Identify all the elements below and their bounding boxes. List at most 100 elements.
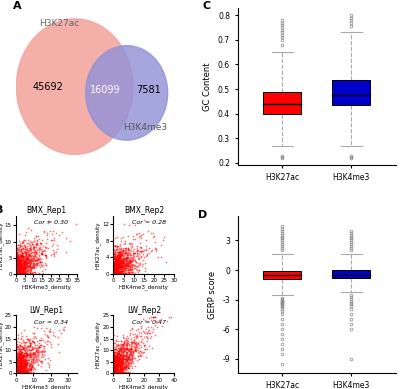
Point — [124, 254, 130, 261]
Point — [19, 356, 26, 362]
Point — [113, 370, 120, 377]
Point — [14, 265, 20, 271]
Point — [120, 245, 126, 251]
Point — [114, 361, 120, 367]
Point — [20, 363, 26, 369]
Point — [125, 261, 132, 267]
Point — [111, 271, 117, 277]
Point — [17, 370, 23, 377]
Point — [122, 249, 128, 256]
Point — [117, 343, 124, 350]
Point — [114, 368, 120, 375]
Point — [112, 266, 118, 272]
Point — [112, 271, 119, 277]
Point — [125, 365, 131, 371]
Point — [17, 370, 24, 377]
Point — [15, 271, 22, 277]
Point — [111, 251, 118, 257]
Point — [123, 340, 130, 346]
Point — [25, 338, 31, 344]
Point — [18, 370, 24, 377]
Point — [31, 263, 37, 270]
Point — [112, 356, 118, 363]
Point — [118, 270, 124, 277]
Point — [114, 252, 120, 259]
Point — [20, 269, 26, 275]
Point — [30, 246, 36, 252]
Point — [22, 354, 28, 360]
Point — [13, 370, 20, 377]
Point — [20, 345, 27, 352]
Point — [114, 363, 121, 370]
Point — [111, 253, 117, 259]
Point — [16, 367, 22, 373]
Point — [18, 252, 25, 258]
Point — [16, 368, 23, 374]
Point — [150, 314, 156, 320]
Point — [153, 246, 159, 252]
Point — [43, 262, 50, 268]
Point — [19, 364, 26, 371]
Point — [112, 370, 118, 377]
Point — [20, 268, 26, 275]
Point — [112, 370, 118, 377]
Point — [149, 329, 156, 335]
Point — [118, 270, 124, 276]
Point — [41, 252, 48, 258]
Point — [20, 367, 26, 373]
Point — [16, 370, 22, 377]
Point — [115, 261, 122, 268]
Point — [118, 361, 124, 367]
Point — [19, 356, 25, 362]
Point — [116, 254, 123, 261]
Point — [114, 258, 120, 264]
Point — [16, 353, 22, 359]
Point — [116, 349, 122, 356]
Point — [14, 370, 21, 376]
Point — [111, 261, 117, 268]
Point — [17, 354, 23, 360]
Point — [20, 355, 26, 361]
Point — [119, 345, 125, 351]
Point — [123, 359, 129, 366]
Point — [18, 266, 25, 273]
Point — [13, 268, 19, 274]
Point — [118, 356, 125, 362]
Point — [111, 258, 117, 264]
Point — [110, 252, 117, 259]
Point — [18, 254, 24, 261]
Point — [130, 352, 136, 359]
Point — [124, 346, 130, 352]
Point — [14, 370, 21, 377]
Point — [17, 262, 24, 268]
Point — [20, 361, 27, 367]
Point — [26, 251, 32, 258]
Point — [19, 271, 26, 277]
Point — [118, 364, 125, 371]
Point — [117, 351, 124, 357]
Point — [60, 324, 67, 331]
Point — [29, 255, 36, 261]
Point — [17, 271, 23, 277]
Point — [22, 364, 28, 371]
Point — [114, 271, 120, 277]
Point — [15, 260, 22, 266]
Point — [42, 244, 48, 250]
Point — [120, 271, 126, 277]
Point — [129, 326, 136, 332]
Point — [14, 267, 20, 273]
Point — [30, 350, 36, 356]
Point — [117, 260, 124, 266]
Point — [116, 252, 122, 258]
Point — [22, 271, 28, 277]
Point — [115, 252, 122, 258]
Point — [116, 271, 122, 277]
Point — [112, 263, 118, 269]
Point — [15, 255, 22, 261]
Point — [21, 271, 27, 277]
Point — [111, 370, 117, 377]
Point — [115, 352, 121, 359]
Point — [112, 270, 118, 276]
Point — [22, 246, 28, 252]
Point — [41, 328, 48, 335]
